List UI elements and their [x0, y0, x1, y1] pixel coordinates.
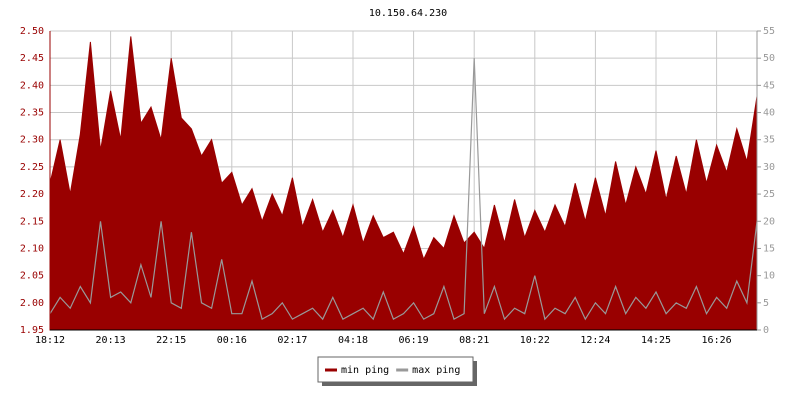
y2-tick-label: 20 [763, 216, 775, 227]
y2-tick-label: 55 [763, 26, 775, 37]
y-tick-label: 2.25 [20, 162, 44, 173]
x-tick-label: 04:18 [338, 335, 368, 346]
chart-title: 10.150.64.230 [369, 8, 447, 19]
x-tick-label: 02:17 [277, 335, 307, 346]
legend: min ping max ping [317, 356, 477, 386]
x-tick-label: 16:26 [702, 335, 732, 346]
x-tick-label: 10:22 [520, 335, 550, 346]
y-tick-label: 2.00 [20, 298, 44, 309]
x-tick-label: 00:16 [217, 335, 247, 346]
y2-tick-label: 10 [763, 271, 775, 282]
series-line [49, 58, 758, 321]
y-tick-label: 2.35 [20, 108, 44, 119]
x-tick-label: 08:21 [459, 335, 489, 346]
series-area [49, 36, 758, 331]
y2-tick-label: 30 [763, 162, 775, 173]
y-tick-label: 2.10 [20, 243, 44, 254]
x-tick-label: 18:12 [35, 335, 65, 346]
y2-tick-label: 40 [763, 108, 775, 119]
y2-tick-label: 50 [763, 53, 775, 64]
y-tick-label: 1.95 [20, 325, 44, 336]
legend-box [317, 356, 474, 383]
x-tick-label: 20:13 [96, 335, 126, 346]
y2-tick-label: 5 [763, 298, 769, 309]
y2-tick-label: 45 [763, 80, 775, 91]
y2-tick-label: 15 [763, 243, 775, 254]
y-tick-label: 2.45 [20, 53, 44, 64]
y2-tick-label: 25 [763, 189, 775, 200]
y-tick-label: 2.15 [20, 216, 44, 227]
legend-label: min ping [341, 365, 389, 376]
y2-tick-label: 0 [763, 325, 769, 336]
x-tick-label: 06:19 [399, 335, 429, 346]
y-tick-label: 2.05 [20, 271, 44, 282]
legend-label: max ping [412, 365, 460, 376]
x-tick-label: 14:25 [641, 335, 671, 346]
y-tick-label: 2.30 [20, 135, 44, 146]
y2-tick-label: 35 [763, 135, 775, 146]
x-tick-label: 22:15 [156, 335, 186, 346]
y-tick-label: 2.40 [20, 80, 44, 91]
y-tick-label: 2.50 [20, 26, 44, 37]
y-tick-label: 2.20 [20, 189, 44, 200]
x-tick-label: 12:24 [580, 335, 610, 346]
